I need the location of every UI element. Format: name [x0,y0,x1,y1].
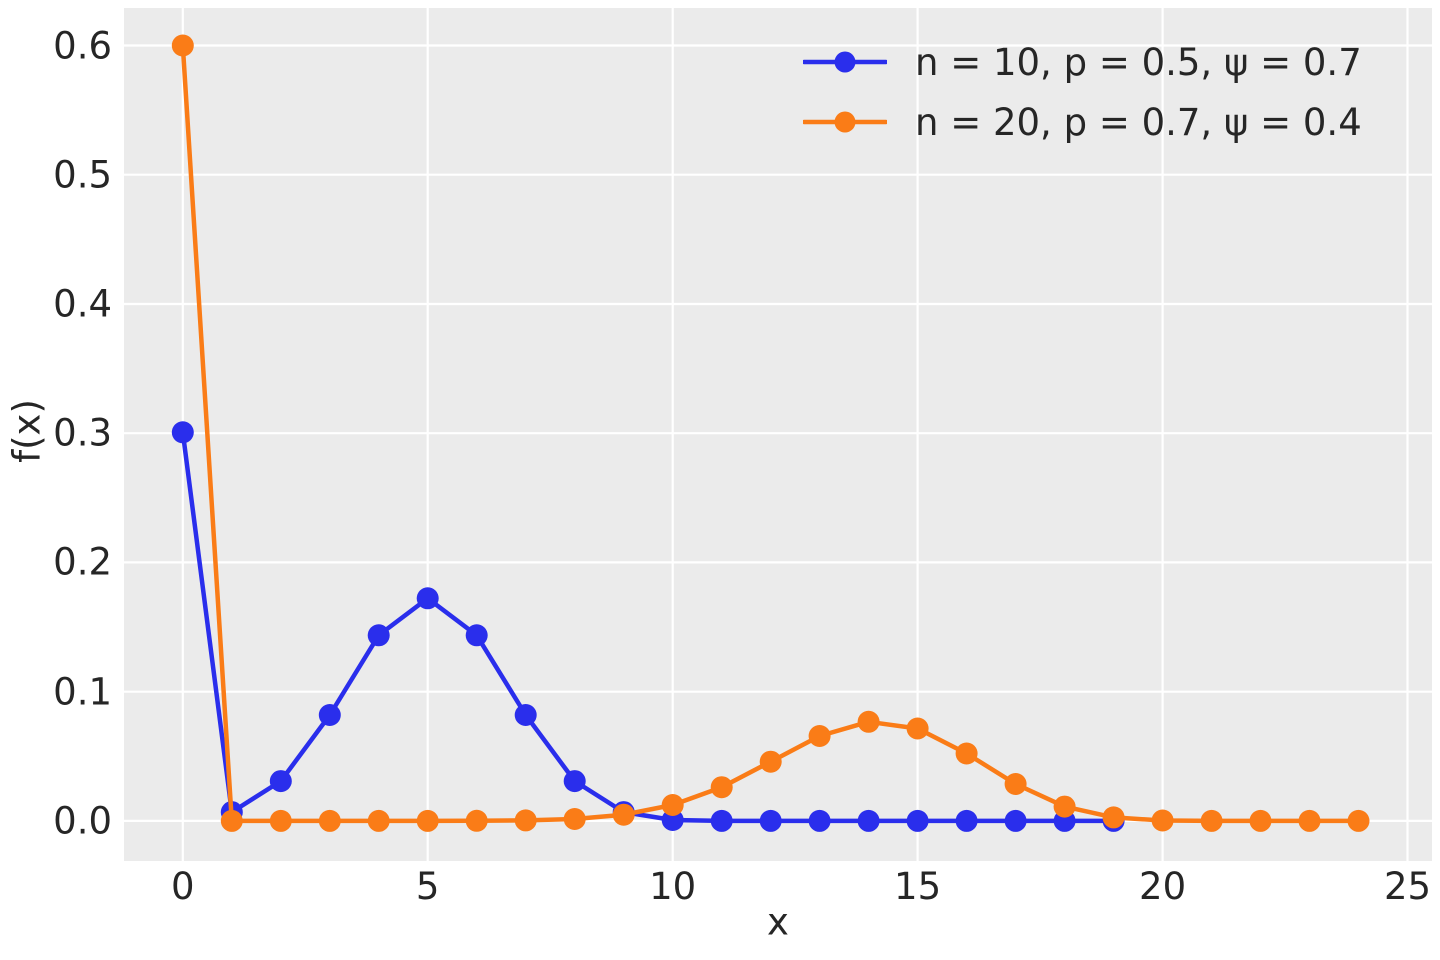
legend-label: n = 10, p = 0.5, ψ = 0.7 [915,40,1362,84]
data-point [1347,809,1370,832]
data-point [808,725,831,747]
data-point [808,809,831,832]
data-point [1200,809,1223,832]
legend-entry: n = 10, p = 0.5, ψ = 0.7 [803,40,1362,84]
x-axis-label: x [767,900,789,944]
data-point [318,704,341,726]
y-tick-label: 0.3 [53,411,112,455]
data-point [367,809,390,832]
data-point [955,742,978,765]
data-point [1004,773,1027,795]
data-point [759,809,782,832]
data-point [661,794,684,816]
data-point [710,809,733,832]
data-point [220,809,243,832]
x-tick-label: 15 [894,865,942,908]
data-point [1249,809,1272,832]
legend-label: n = 20, p = 0.7, ψ = 0.4 [915,100,1362,144]
data-point [514,809,537,832]
data-point [171,421,194,444]
legend: n = 10, p = 0.5, ψ = 0.7 n = 20, p = 0.7,… [803,40,1362,144]
y-tick-label: 0.5 [53,153,112,197]
x-tick-label: 0 [171,865,195,908]
legend-marker-icon [803,111,887,133]
y-tick-label: 0.1 [53,670,112,714]
data-point [1151,809,1174,832]
legend-entry: n = 20, p = 0.7, ψ = 0.4 [803,100,1362,144]
series-0 [171,421,1125,832]
data-point [612,803,635,826]
data-point [710,776,733,799]
data-point [1004,809,1027,832]
y-tick-label: 0.0 [53,799,112,843]
x-tick-label: 20 [1139,865,1187,908]
data-point [955,809,978,832]
x-tick-label: 25 [1383,865,1432,908]
data-point [906,717,929,740]
data-point [465,809,488,832]
data-point [269,809,292,832]
data-point [857,710,880,733]
y-tick-label: 0.6 [53,24,112,67]
data-point [416,809,439,832]
data-point [1053,795,1076,818]
data-point [514,704,537,726]
data-point [171,34,194,57]
data-point [563,808,586,830]
data-point [563,770,586,793]
data-point [269,770,292,793]
data-point [465,624,488,647]
data-point [416,587,439,610]
x-tick-label: 10 [649,865,697,908]
data-point [1102,806,1125,829]
data-point [318,809,341,832]
data-point [367,624,390,647]
data-point [857,809,880,832]
data-point [906,809,929,832]
data-point [1298,809,1321,832]
x-tick-label: 5 [415,865,440,908]
y-tick-label: 0.2 [53,540,112,584]
data-point [759,750,782,773]
series-1 [171,34,1370,832]
y-tick-label: 0.4 [53,282,112,326]
y-axis-label: f(x) [5,399,49,463]
legend-marker-icon [803,51,887,73]
plot-background [124,8,1432,861]
